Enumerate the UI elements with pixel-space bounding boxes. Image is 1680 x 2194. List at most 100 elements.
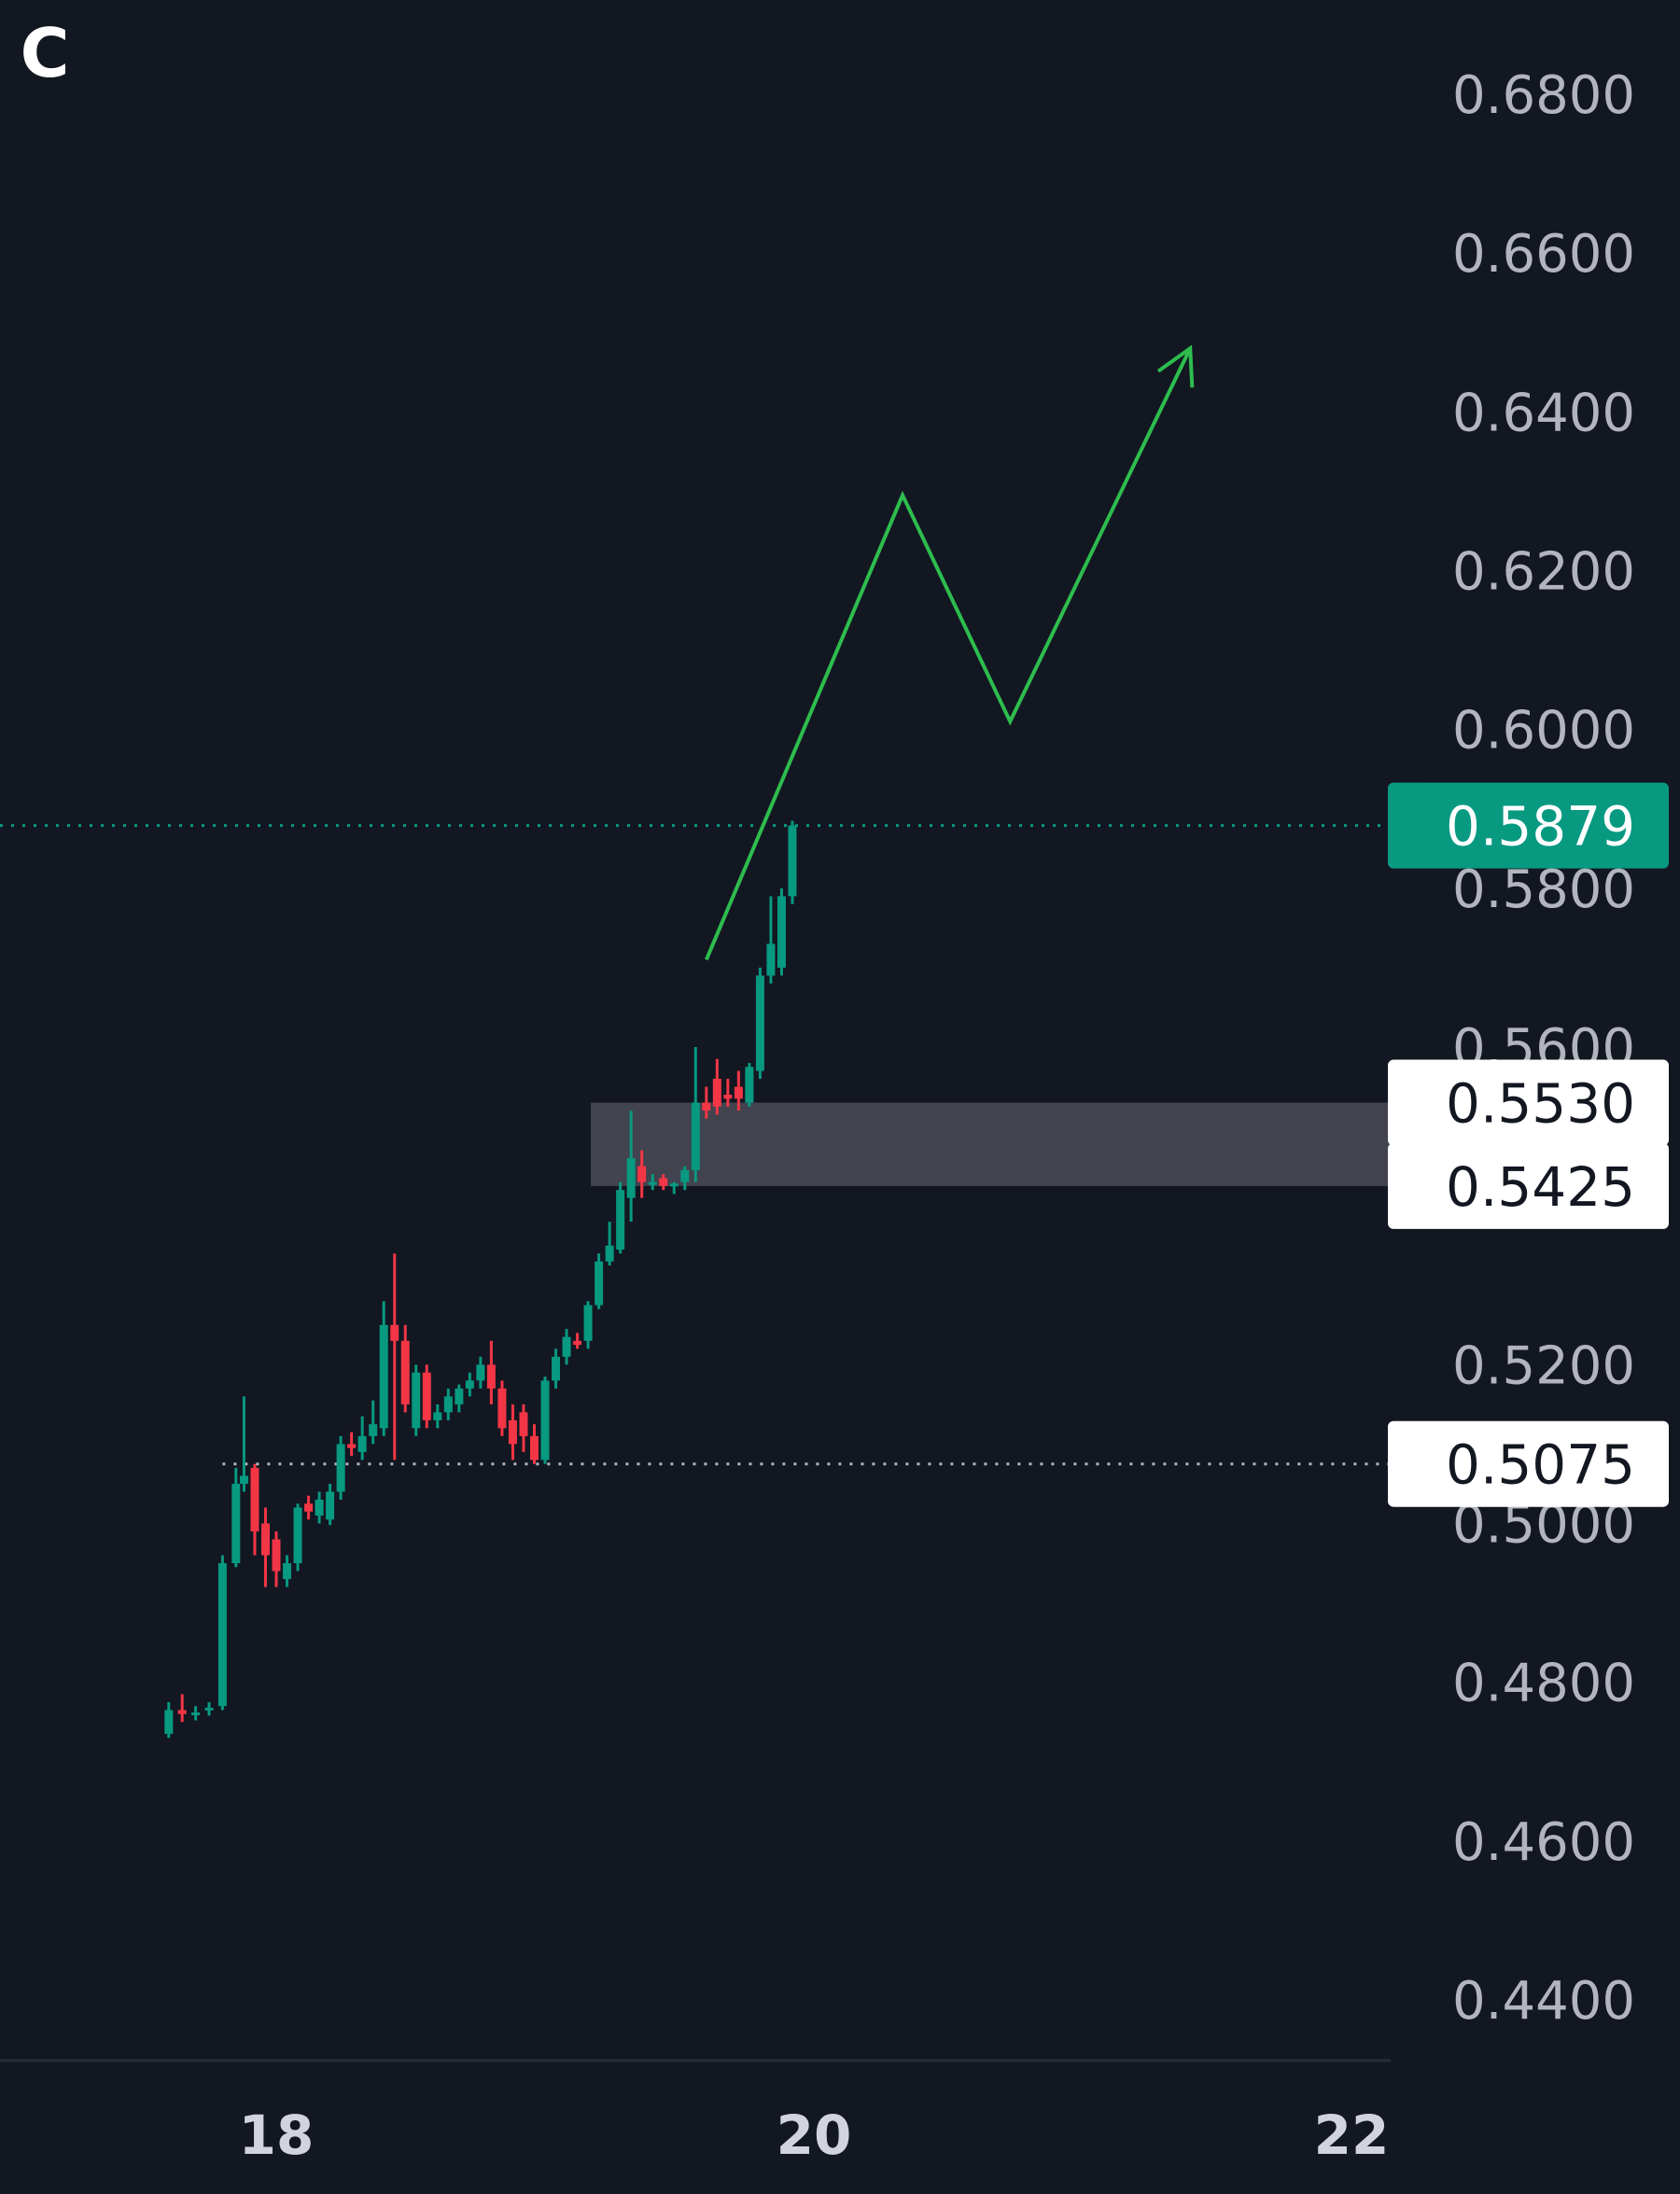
candle-body	[626, 1158, 636, 1198]
projection-layer	[704, 344, 1195, 961]
candle-body	[239, 1475, 248, 1484]
candle-body	[443, 1396, 453, 1413]
candle-body	[605, 1245, 614, 1262]
candle	[777, 887, 786, 976]
y-tick-label: 0.6800	[1452, 65, 1635, 126]
candle	[239, 1396, 248, 1492]
candle-body	[723, 1095, 733, 1099]
candle-body	[595, 1261, 604, 1306]
logo-text: C	[21, 14, 70, 92]
candle	[347, 1432, 357, 1457]
candle-body	[250, 1467, 259, 1532]
candle	[573, 1333, 582, 1349]
candle	[455, 1384, 464, 1413]
candle	[691, 1047, 700, 1182]
candle-body	[552, 1356, 561, 1381]
candle	[465, 1372, 474, 1397]
candle-body	[390, 1324, 399, 1341]
candle-body	[191, 1712, 201, 1715]
candle	[562, 1329, 571, 1365]
x-tick-label: 20	[777, 2103, 852, 2167]
candle-body	[272, 1539, 281, 1572]
x-tick-label: 18	[239, 2103, 315, 2167]
logo: C	[21, 14, 70, 92]
candle-body	[745, 1067, 754, 1103]
candle-body	[347, 1444, 357, 1448]
zone-upper-tag-label: 0.5530	[1446, 1072, 1635, 1136]
candle	[191, 1706, 201, 1721]
zone-layer	[590, 1102, 1391, 1186]
candle	[369, 1400, 378, 1445]
price-tags: 0.5530 0.5425 0.5075 0.5879	[1388, 782, 1669, 1507]
candle-body	[283, 1563, 292, 1580]
candle-body	[177, 1710, 187, 1714]
candle	[755, 967, 764, 1080]
y-tick-label: 0.6000	[1452, 701, 1635, 762]
candle	[723, 1079, 733, 1107]
candles-layer	[164, 820, 797, 1739]
candle	[379, 1301, 388, 1436]
candle-body	[336, 1444, 345, 1492]
candle-body	[659, 1178, 668, 1186]
support-tag-label: 0.5075	[1446, 1433, 1635, 1497]
candle	[605, 1222, 614, 1265]
candle-body	[422, 1372, 431, 1420]
candle	[304, 1495, 314, 1520]
candle	[734, 1070, 743, 1111]
candle-body	[412, 1372, 421, 1429]
candle-body	[788, 825, 797, 897]
candle	[422, 1364, 431, 1429]
candle	[745, 1063, 754, 1107]
candle	[583, 1301, 593, 1349]
candle-body	[497, 1388, 507, 1429]
candle-body	[315, 1499, 324, 1516]
support-tag-bg	[1388, 1420, 1669, 1507]
zone-lower-tag: 0.5425	[1388, 1142, 1669, 1229]
candle-body	[433, 1412, 442, 1420]
candle-body	[217, 1563, 227, 1707]
y-tick-label: 0.4600	[1452, 1812, 1635, 1873]
candle	[412, 1364, 421, 1436]
candle	[497, 1380, 507, 1436]
zone-upper-tag: 0.5530	[1388, 1059, 1669, 1146]
candle-body	[669, 1183, 679, 1187]
candle	[648, 1174, 657, 1191]
candle-body	[519, 1412, 528, 1436]
projection-arrowhead	[1156, 344, 1195, 388]
candle	[250, 1463, 259, 1556]
candle	[508, 1404, 517, 1460]
y-tick-label: 0.4800	[1452, 1654, 1635, 1714]
candle-body	[573, 1340, 582, 1346]
candle-body	[357, 1435, 367, 1452]
candle-body	[691, 1102, 700, 1170]
candle	[637, 1150, 647, 1198]
zone-lower-tag-label: 0.5425	[1446, 1155, 1635, 1219]
candle-body	[260, 1523, 270, 1556]
candle	[260, 1507, 270, 1587]
candle	[712, 1058, 721, 1115]
candle	[204, 1701, 214, 1716]
current-price-tag-label: 0.5879	[1446, 795, 1635, 859]
candle	[293, 1503, 302, 1572]
candle-body	[583, 1305, 593, 1341]
y-tick-label: 0.6600	[1452, 224, 1635, 285]
candle	[552, 1349, 561, 1389]
candle-body	[712, 1079, 721, 1107]
y-tick-label: 0.5200	[1452, 1335, 1635, 1396]
candle-body	[766, 943, 776, 976]
candle	[788, 820, 797, 904]
candle	[326, 1483, 335, 1526]
candle-body	[231, 1483, 241, 1564]
y-tick-label: 0.4400	[1452, 1971, 1635, 2032]
candle	[443, 1388, 453, 1420]
candle-body	[529, 1435, 539, 1460]
candle-body	[369, 1424, 378, 1436]
support-tag: 0.5075	[1388, 1420, 1669, 1507]
candle-body	[616, 1190, 625, 1250]
candle	[540, 1376, 550, 1464]
candle-body	[562, 1336, 571, 1357]
candle-body	[648, 1181, 657, 1185]
candle-body	[304, 1503, 314, 1512]
candle	[433, 1404, 442, 1429]
